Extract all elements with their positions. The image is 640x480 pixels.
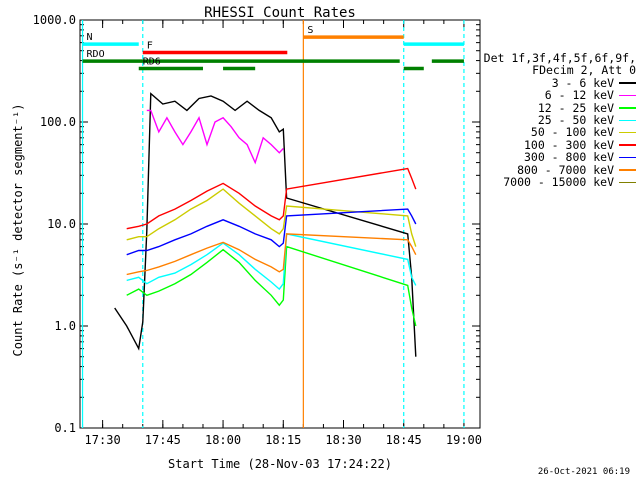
legend-entry-label: 12 - 25 keV: [537, 100, 614, 115]
y-axis-label: Count Rate (s⁻¹ detector segment⁻¹): [11, 104, 25, 357]
legend-entry: 50 - 100 keV: [480, 125, 636, 140]
legend-entry: 25 - 50 keV: [480, 114, 636, 126]
legend-entry-label: 6 - 12 keV: [544, 88, 614, 103]
series-line: [126, 245, 417, 327]
x-tick-label: 17:45: [145, 433, 181, 447]
legend-entry: 3 - 6 keV: [480, 75, 636, 90]
y-axis-label-text: Count Rate (s⁻¹ detector segment⁻¹): [11, 104, 25, 357]
series-line: [114, 92, 417, 357]
attenuator-state-label: N: [87, 32, 93, 43]
legend-header-line: Det 1f,3f,4f,5f,6f,9f,: [483, 51, 636, 65]
y-tick-label: 10.0: [47, 217, 76, 231]
legend-swatch: [619, 181, 636, 183]
x-axis-label: Start Time (28-Nov-03 17:24:22): [168, 457, 392, 471]
legend-entry-label: 800 - 7000 keV: [517, 162, 614, 177]
x-tick-label: 17:30: [85, 433, 121, 447]
legend-entry: 12 - 25 keV: [480, 100, 636, 115]
series-line: [126, 208, 417, 256]
legend-entry: 7000 - 15000 keV: [480, 176, 636, 188]
series-line: [146, 109, 284, 165]
plot-area: 0.1 1.0 10.0 100.0 1000.0 17:30 17:45 18:00 18:1…: [33, 13, 482, 447]
legend-swatch: [619, 107, 636, 109]
y-tick-label: 0.1: [54, 421, 76, 435]
legend-entry: 100 - 300 keV: [480, 137, 636, 152]
legend-swatch: [619, 82, 636, 84]
series-line: [126, 233, 417, 276]
series-line: [126, 233, 417, 291]
attenuator-state-label: S: [307, 25, 313, 36]
legend-entry-label: 300 - 800 keV: [523, 150, 614, 165]
attenuator-state-label: F: [147, 41, 153, 52]
legend-swatch: [619, 144, 636, 146]
legend-entry-label: 100 - 300 keV: [523, 137, 614, 152]
legend-entry-label: 50 - 100 keV: [530, 125, 614, 140]
data-gap-label: RDO: [87, 49, 105, 60]
legend-swatch: [619, 156, 636, 159]
legend-swatch: [619, 169, 636, 171]
legend-swatch: [619, 131, 636, 134]
x-tick-label: 18:15: [265, 433, 301, 447]
legend-entry: 300 - 800 keV: [480, 150, 636, 165]
x-tick-label: 18:45: [386, 433, 422, 447]
legend-header-line: FDecim 2, Att 0: [532, 63, 636, 78]
x-tick-label: 19:00: [446, 433, 482, 447]
timestamp: 26-Oct-2021 06:19: [537, 467, 630, 477]
x-tick-label: 18:00: [205, 433, 241, 447]
plot-frame: [79, 19, 481, 429]
x-tick-label: 18:30: [325, 433, 361, 447]
legend-entry: 6 - 12 keV: [480, 88, 636, 103]
legend-entry: 800 - 7000 keV: [480, 162, 636, 177]
y-tick-label: 1.0: [54, 319, 76, 333]
data-gap-label: RD6: [143, 56, 161, 67]
legend-entry-label: 3 - 6 keV: [551, 75, 614, 90]
legend-entry-label: 7000 - 15000 keV: [503, 175, 614, 190]
y-tick-label: 1000.0: [33, 13, 76, 27]
legend-swatch: [619, 119, 636, 121]
series-line: [126, 188, 417, 247]
legend-swatch: [619, 94, 636, 97]
series-line: [126, 167, 417, 230]
legend-entry-label: 25 - 50 keV: [537, 113, 614, 128]
y-tick-label: 100.0: [40, 115, 76, 129]
chart-title: RHESSI Count Rates: [204, 5, 356, 21]
